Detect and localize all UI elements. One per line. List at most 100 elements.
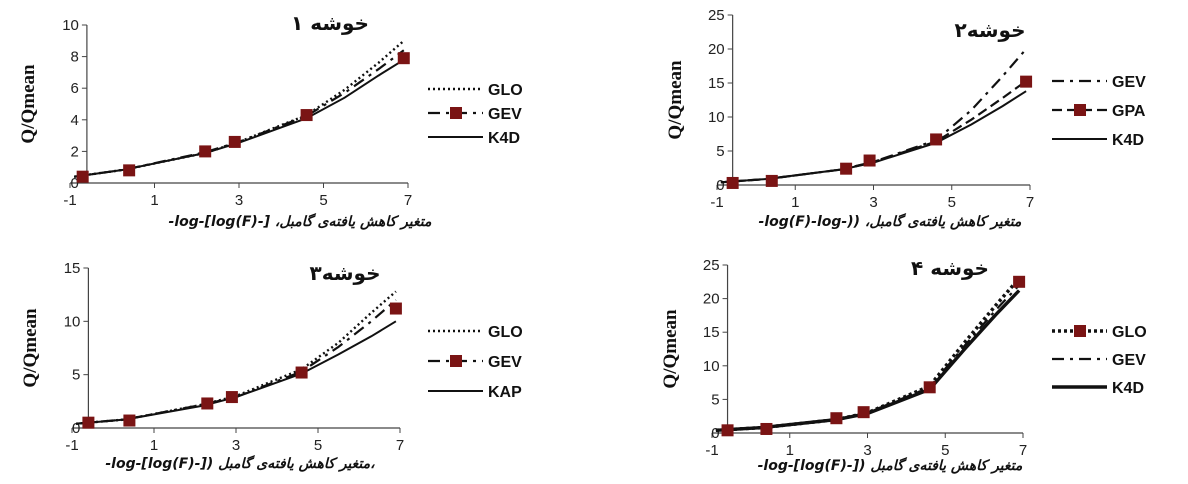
series-line-kap: [76, 320, 397, 425]
legend-label: GEV: [1112, 74, 1146, 91]
x-tick-label: 3: [232, 437, 240, 454]
chart-title: خوشه ۴: [911, 256, 989, 280]
x-tick-label: 7: [1026, 194, 1034, 211]
chart-panel-1: -1 1 3 5 7 0 2 4 6 8 10 خوشه ۱ Q/Qmean متغیر کاهش یاف…: [18, 11, 523, 230]
x-tick-label: 5: [941, 442, 949, 459]
y-tick-label: 25: [703, 257, 720, 274]
series-line-glo: [74, 39, 405, 178]
legend-marker: [1074, 104, 1086, 116]
data-point: [857, 406, 870, 419]
legend-marker: [450, 355, 462, 367]
chart-panel-4: -1 1 3 5 7 0 5 10 15 20 25 خوشه ۴ Q/Qmean متغیر کاهش …: [660, 256, 1147, 474]
data-point: [295, 366, 308, 379]
x-tick-label: 3: [863, 442, 871, 459]
x-tick-label: 5: [319, 192, 327, 209]
legend-label: GEV: [488, 106, 522, 123]
data-point: [930, 133, 943, 146]
x-tick-label: 1: [791, 194, 799, 211]
data-point: [863, 154, 876, 167]
series-line-k4d: [74, 58, 405, 178]
series-line-gpa: [720, 80, 1027, 184]
legend-label: GLO: [488, 82, 523, 99]
y-tick-label: 4: [71, 112, 79, 129]
x-tick-label: 7: [1019, 442, 1027, 459]
x-tick-label: -1: [63, 192, 76, 209]
data-point: [82, 416, 95, 429]
legend-label: K4D: [488, 130, 520, 147]
x-axis-label: ،متغیر کاهش یافته‌ی گامبل ([-log(F)]-log…: [105, 455, 375, 472]
x-tick-label: 7: [396, 437, 404, 454]
x-tick-label: 1: [150, 437, 158, 454]
x-tick-label: 3: [869, 194, 877, 211]
y-tick-label: 15: [703, 324, 720, 341]
data-point: [923, 381, 936, 394]
data-point: [397, 52, 410, 65]
x-tick-label: 3: [235, 192, 243, 209]
data-point: [726, 176, 739, 189]
data-point: [1020, 75, 1033, 88]
y-axis-label: Q/Qmean: [18, 64, 39, 144]
data-point: [123, 164, 136, 177]
series-line-glo: [715, 277, 1021, 433]
chart-title: خوشه۲: [955, 18, 1026, 42]
data-point: [830, 412, 843, 425]
y-tick-label: 25: [708, 7, 725, 24]
x-tick-label: 5: [948, 194, 956, 211]
x-axis-label: متغیر کاهش یافته‌ی گامبل ([-log(F)]-log-: [758, 457, 1023, 474]
series-line-k4d: [715, 289, 1021, 432]
x-tick-label: 1: [150, 192, 158, 209]
data-point: [199, 145, 212, 158]
data-point: [228, 135, 241, 148]
y-tick-label: 10: [64, 313, 81, 330]
y-tick-label: 10: [62, 17, 79, 34]
x-tick-label: 1: [786, 442, 794, 459]
legend-label: GEV: [1112, 352, 1146, 369]
y-tick-label: 0: [716, 177, 724, 194]
legend-marker: [1074, 325, 1086, 337]
chart-title: خوشه ۱: [291, 11, 369, 35]
data-point: [840, 162, 853, 175]
y-tick-label: 20: [708, 41, 725, 58]
x-tick-label: 5: [314, 437, 322, 454]
y-tick-label: 5: [711, 391, 719, 408]
y-tick-label: 10: [708, 109, 725, 126]
series-line-glo: [75, 290, 397, 425]
y-tick-label: 0: [72, 420, 80, 437]
series-line-gev: [74, 49, 405, 178]
y-tick-label: 2: [71, 143, 79, 160]
x-axis-label: متغیر کاهش یافته‌ی گامبل، ((-log(F)-log-: [759, 213, 1022, 230]
legend-marker: [450, 107, 462, 119]
x-axis-label: متغیر کاهش یافته‌ی گامبل، [-log(F)]-log-: [169, 213, 432, 230]
series-line-k4d: [720, 90, 1027, 184]
chart-panel-2: -1 1 3 5 7 0 5 10 15 20 25 خوشه۲ Q/Qmean متغیر کاهش ی…: [665, 7, 1146, 230]
y-tick-label: 20: [703, 291, 720, 308]
y-tick-label: 5: [72, 367, 80, 384]
x-tick-label: -1: [65, 437, 78, 454]
y-tick-label: 15: [708, 75, 725, 92]
y-tick-label: 0: [711, 425, 719, 442]
data-point: [225, 391, 238, 404]
data-point: [760, 422, 773, 435]
data-point: [76, 170, 89, 183]
y-axis-label: Q/Qmean: [665, 60, 686, 140]
data-point: [123, 414, 136, 427]
y-axis-label: Q/Qmean: [20, 308, 41, 388]
x-tick-label: -1: [710, 194, 723, 211]
legend-label: K4D: [1112, 132, 1144, 149]
x-tick-label: 7: [404, 192, 412, 209]
x-tick-label: -1: [705, 442, 718, 459]
data-point: [721, 424, 734, 437]
legend-label: GLO: [488, 324, 523, 341]
data-point: [1013, 275, 1026, 288]
chart-title: خوشه۳: [310, 261, 381, 285]
y-tick-label: 15: [64, 260, 81, 277]
legend-label: GPA: [1112, 103, 1146, 120]
legend-label: GEV: [488, 354, 522, 371]
y-tick-label: 10: [703, 358, 720, 375]
chart-panel-3: -1 1 3 5 7 0 5 10 15 خوشه۳ Q/Qmean ،متغیر کاهش یافت…: [20, 260, 523, 472]
legend-label: K4D: [1112, 380, 1144, 397]
y-tick-label: 5: [716, 143, 724, 160]
y-axis-label: Q/Qmean: [660, 309, 681, 389]
y-tick-label: 6: [71, 80, 79, 97]
